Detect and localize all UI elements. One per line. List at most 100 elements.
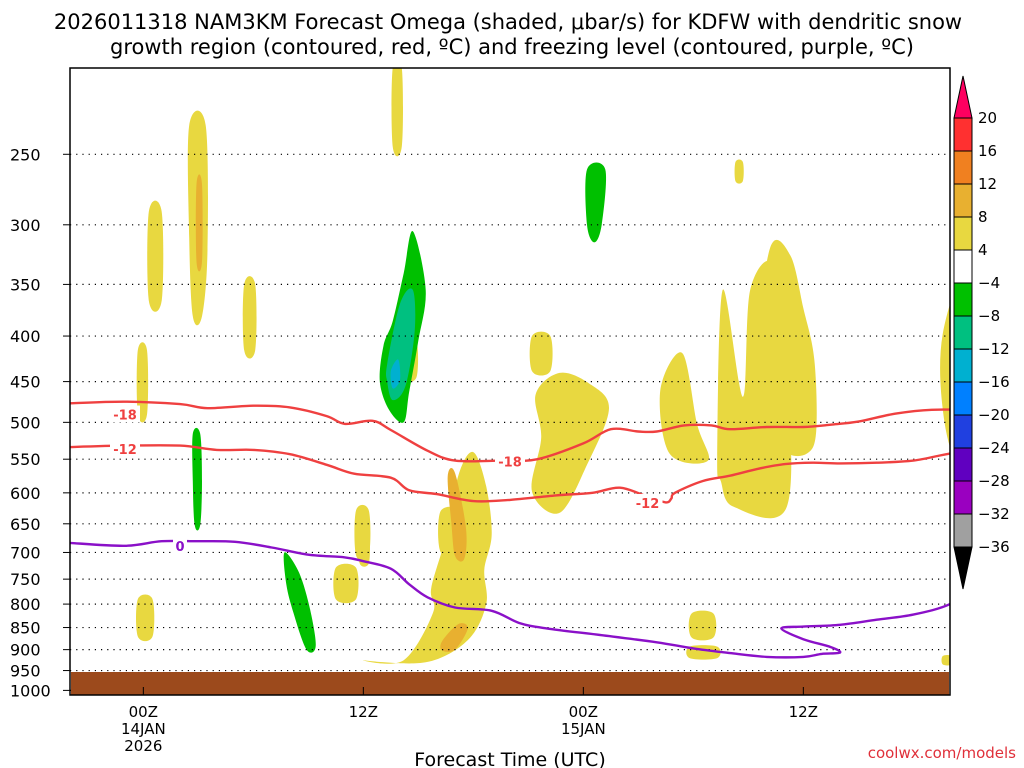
- colorbar-swatch-1: [953, 117, 973, 152]
- omega-shading-layer: [136, 68, 1024, 666]
- colorbar-label-11: −28: [978, 472, 1010, 490]
- contour-label-bg-0-2: [1008, 403, 1024, 420]
- colorbar-swatch-11: [953, 447, 973, 482]
- colorbar-label-5: −4: [978, 274, 1000, 292]
- y-tick-label-550: 550: [10, 450, 41, 469]
- omega-region-23: [996, 637, 1024, 656]
- y-axis-ticks: 250 300 350 400 450 500 550 600 650 700 750 800 850 9…: [10, 145, 70, 700]
- omega-region-12: [363, 451, 492, 664]
- colorbar-label-4: 4: [978, 241, 988, 259]
- contour-label-1-0: -12: [113, 443, 137, 458]
- contour-label-0-2: -18: [1012, 406, 1024, 421]
- y-tick-label-950: 950: [10, 662, 41, 681]
- contour-line-0: [70, 400, 950, 463]
- contour-label-bg-1-1: [632, 494, 663, 512]
- colorbar-swatch-12: [953, 480, 973, 515]
- contour-label-bg-2-0: [173, 536, 187, 554]
- omega-region-6: [391, 68, 403, 157]
- colorbar: 20 16 12 8 4 −4 −8 −12 −16 −20 −24 −28 −32 −36: [953, 75, 1010, 590]
- x-tick-label-3-0: 12Z: [789, 703, 818, 721]
- colorbar-swatch-8: [953, 348, 973, 383]
- colorbar-bottom-arrow: [953, 546, 973, 590]
- contour-line-2: [70, 539, 950, 659]
- y-tick-label-300: 300: [10, 216, 41, 235]
- omega-region-16: [529, 331, 553, 376]
- y-tick-label-450: 450: [10, 373, 41, 392]
- x-tick-label-2-0: 00Z: [569, 703, 598, 721]
- y-tick-label-850: 850: [10, 619, 41, 638]
- y-tick-label-600: 600: [10, 484, 41, 503]
- omega-region-24: [941, 654, 950, 666]
- colorbar-swatch-6: [953, 282, 973, 317]
- colorbar-label-1: 16: [978, 142, 997, 160]
- y-tick-label-1000: 1000: [10, 681, 51, 700]
- colorbar-label-3: 8: [978, 208, 988, 226]
- x-tick-label-0-0: 00Z: [129, 703, 158, 721]
- colorbar-swatch-3: [953, 183, 973, 218]
- omega-region-4: [136, 594, 155, 642]
- y-tick-label-750: 750: [10, 570, 41, 589]
- temperature-contours: -18 -18 -18 -12 -12 -12 0: [70, 400, 1024, 659]
- y-tick-label-650: 650: [10, 515, 41, 534]
- omega-region-17: [659, 352, 710, 464]
- omega-region-21: [688, 610, 717, 641]
- omega-region-1: [195, 174, 203, 272]
- omega-region-15: [531, 372, 610, 514]
- colorbar-swatch-5: [953, 249, 973, 284]
- chart-title-line1: 2026011318 NAM3KM Forecast Omega (shaded…: [54, 10, 962, 34]
- contour-label-2-0: 0: [175, 540, 184, 555]
- colorbar-label-13: −36: [978, 538, 1010, 556]
- colorbar-label-6: −8: [978, 307, 1000, 325]
- contour-label-0-0: -18: [113, 409, 137, 424]
- x-axis-label: Forecast Time (UTC): [414, 749, 605, 768]
- colorbar-label-2: 12: [978, 175, 997, 193]
- colorbar-label-9: −20: [978, 406, 1010, 424]
- colorbar-swatch-9: [953, 381, 973, 416]
- omega-region-26: [192, 427, 202, 531]
- colorbar-swatch-7: [953, 315, 973, 350]
- omega-region-2: [147, 200, 164, 312]
- x-tick-label-2-1: 15JAN: [561, 720, 606, 738]
- omega-region-10: [358, 533, 370, 567]
- contour-label-bg-0-0: [110, 405, 140, 423]
- contour-label-bg-1-2: [1008, 450, 1024, 467]
- y-tick-label-700: 700: [10, 543, 41, 562]
- colorbar-label-7: −12: [978, 340, 1010, 358]
- y-tick-label-400: 400: [10, 327, 41, 346]
- omega-region-28: [585, 162, 607, 243]
- contour-label-bg-0-1: [495, 452, 525, 470]
- colorbar-label-10: −24: [978, 439, 1010, 457]
- colorbar-swatch-4: [953, 216, 973, 251]
- x-tick-label-0-1: 14JAN: [121, 720, 166, 738]
- chart-title-line2: growth region (contoured, red, ºC) and f…: [110, 35, 914, 59]
- contour-label-1-1: -12: [636, 497, 660, 512]
- contour-label-bg-1-0: [110, 440, 140, 458]
- omega-region-13: [440, 623, 468, 652]
- y-tick-label-900: 900: [10, 641, 41, 660]
- contour-label-1-2: -12: [1012, 453, 1024, 468]
- credit-text: coolwx.com/models: [868, 744, 1016, 762]
- omega-region-9: [333, 563, 359, 604]
- y-tick-label-350: 350: [10, 275, 41, 294]
- colorbar-swatch-2: [953, 150, 973, 185]
- omega-region-19: [754, 239, 817, 457]
- y-tick-label-250: 250: [10, 145, 41, 164]
- colorbar-top-arrow: [953, 75, 973, 119]
- colorbar-label-0: 20: [978, 109, 997, 127]
- omega-region-5: [242, 276, 257, 359]
- omega-region-27: [283, 552, 316, 653]
- x-tick-label-0-2: 2026: [124, 737, 162, 755]
- y-tick-label-500: 500: [10, 413, 41, 432]
- omega-region-20: [940, 303, 950, 448]
- colorbar-swatch-13: [953, 513, 973, 548]
- y-tick-label-800: 800: [10, 595, 41, 614]
- colorbar-label-8: −16: [978, 373, 1010, 391]
- colorbar-swatch-10: [953, 414, 973, 449]
- omega-region-14: [447, 468, 467, 562]
- x-tick-label-1-0: 12Z: [349, 703, 378, 721]
- omega-region-25: [734, 159, 744, 184]
- colorbar-label-12: −32: [978, 505, 1010, 523]
- contour-label-0-1: -18: [498, 455, 522, 470]
